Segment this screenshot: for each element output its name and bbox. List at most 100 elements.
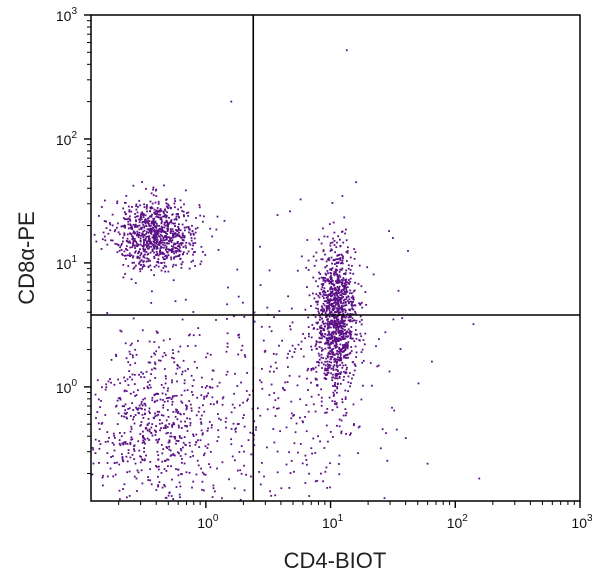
data-point <box>165 432 168 435</box>
data-point <box>331 400 334 402</box>
data-point <box>353 257 356 260</box>
data-point <box>344 309 347 312</box>
data-point <box>160 233 162 236</box>
data-point <box>208 385 211 388</box>
data-point <box>325 369 328 372</box>
data-point <box>335 324 337 327</box>
data-point <box>343 291 346 293</box>
data-point <box>177 411 180 413</box>
data-point <box>156 399 159 402</box>
data-point <box>165 446 168 448</box>
data-point <box>308 294 311 297</box>
data-point <box>96 411 99 413</box>
data-point <box>201 480 204 483</box>
data-point <box>253 320 256 323</box>
data-point <box>348 298 351 301</box>
data-point <box>165 257 168 260</box>
data-point <box>341 282 344 285</box>
data-point <box>354 310 356 313</box>
data-point <box>339 320 342 322</box>
data-point <box>324 411 326 414</box>
data-point <box>181 261 184 263</box>
data-point <box>182 359 185 362</box>
data-point <box>145 243 147 246</box>
data-point <box>293 470 295 473</box>
data-point <box>124 342 127 345</box>
data-point <box>330 303 332 306</box>
data-point <box>314 345 317 347</box>
data-point <box>388 230 390 232</box>
data-point <box>155 222 158 225</box>
data-point <box>178 250 181 253</box>
data-point <box>174 436 177 438</box>
data-point <box>323 372 326 375</box>
data-point <box>362 384 364 387</box>
data-point <box>478 477 481 480</box>
data-point <box>326 307 329 310</box>
data-point <box>296 384 299 387</box>
data-point <box>132 256 134 259</box>
data-point <box>148 439 151 441</box>
data-point <box>378 338 380 340</box>
data-point <box>139 240 142 243</box>
data-point <box>326 371 329 374</box>
data-point <box>347 341 350 343</box>
data-point <box>165 265 167 268</box>
data-point <box>336 310 339 312</box>
data-point <box>179 496 181 499</box>
data-point <box>139 407 142 410</box>
data-point <box>200 260 203 263</box>
data-point <box>119 444 122 447</box>
data-point <box>195 217 197 219</box>
data-point <box>126 218 129 220</box>
data-point <box>353 248 356 250</box>
data-point <box>330 319 332 322</box>
data-point <box>194 344 197 347</box>
data-point <box>336 269 339 272</box>
data-point <box>334 383 336 386</box>
data-point <box>145 454 147 457</box>
data-point <box>340 291 342 294</box>
data-point <box>206 385 208 387</box>
data-point <box>132 241 135 244</box>
data-point <box>122 225 124 227</box>
data-point <box>164 235 166 237</box>
data-point <box>177 424 180 427</box>
data-point <box>145 233 147 235</box>
data-point <box>234 430 237 433</box>
data-point <box>340 332 342 335</box>
data-point <box>117 412 120 415</box>
data-point <box>324 281 327 283</box>
data-point <box>296 269 299 272</box>
data-point <box>328 282 331 285</box>
data-point <box>170 435 173 438</box>
data-point <box>343 332 346 335</box>
data-point <box>166 220 168 223</box>
data-point <box>342 322 344 325</box>
data-point <box>169 228 172 230</box>
data-point <box>104 388 107 391</box>
data-point <box>322 308 325 311</box>
data-point <box>333 338 336 340</box>
data-point <box>330 341 333 344</box>
data-point <box>125 245 128 248</box>
data-point <box>339 353 342 355</box>
data-point <box>157 260 159 263</box>
data-point <box>104 441 107 443</box>
data-point <box>167 225 169 227</box>
data-point <box>162 252 164 254</box>
data-point <box>207 443 210 446</box>
data-point <box>320 333 322 335</box>
data-point <box>276 450 279 453</box>
data-point <box>164 236 166 238</box>
data-point <box>253 444 256 447</box>
data-point <box>348 283 351 285</box>
data-point <box>337 235 339 238</box>
data-point <box>337 329 340 331</box>
data-point <box>344 319 346 322</box>
data-point <box>326 360 329 363</box>
data-point <box>197 410 200 413</box>
data-point <box>157 475 159 478</box>
data-point <box>351 305 353 307</box>
data-point <box>312 403 315 406</box>
